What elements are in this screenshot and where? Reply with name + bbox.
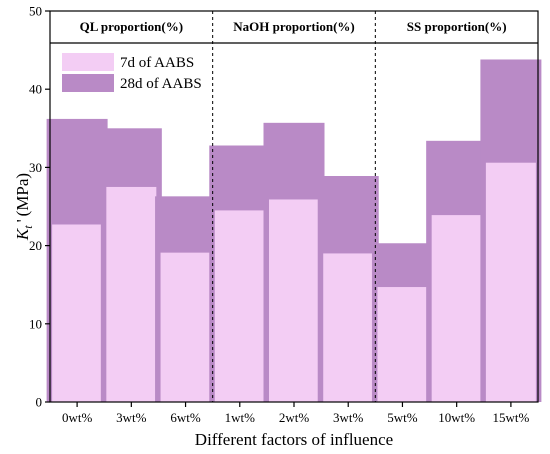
x-tick-label: 0wt% bbox=[62, 410, 93, 425]
x-tick-label: 6wt% bbox=[170, 410, 201, 425]
y-axis: 0 10 20 30 40 50 bbox=[29, 4, 50, 410]
y-axis-title-prime: ' bbox=[13, 219, 32, 222]
y-axis-title-subscript: t bbox=[21, 225, 35, 229]
x-tick-label: 5wt% bbox=[387, 410, 418, 425]
bar-7d bbox=[431, 215, 482, 402]
group-label: NaOH proportion(%) bbox=[233, 19, 354, 34]
bar-7d bbox=[160, 252, 211, 402]
y-tick-label: 30 bbox=[29, 160, 42, 175]
x-tick-label: 10wt% bbox=[438, 410, 475, 425]
x-tick-label: 3wt% bbox=[116, 410, 147, 425]
group-label: QL proportion(%) bbox=[80, 19, 183, 34]
legend-swatch bbox=[62, 53, 114, 71]
bar-7d bbox=[485, 162, 536, 402]
x-tick-label: 1wt% bbox=[225, 410, 256, 425]
x-axis: 0wt% 3wt% 6wt% 1wt% 2wt% 3wt% 5wt% 10wt% 15wt% bbox=[62, 402, 529, 425]
bar-7d bbox=[377, 287, 428, 402]
y-tick-label: 20 bbox=[29, 238, 42, 253]
y-tick-label: 10 bbox=[29, 316, 42, 331]
legend: 7d of AABS 28d of AABS bbox=[62, 53, 202, 92]
x-tick-label: 15wt% bbox=[492, 410, 529, 425]
legend-swatch bbox=[62, 74, 114, 92]
bar-7d bbox=[214, 210, 265, 402]
y-axis-title-main: K bbox=[13, 227, 32, 241]
y-tick-label: 0 bbox=[36, 395, 43, 410]
bars-layer bbox=[46, 59, 542, 403]
bar-7d bbox=[323, 253, 374, 402]
group-dividers bbox=[212, 11, 376, 402]
y-tick-label: 40 bbox=[29, 82, 42, 97]
group-label: SS proportion(%) bbox=[407, 19, 507, 34]
y-tick-label: 50 bbox=[29, 4, 42, 19]
bar-7d bbox=[269, 199, 319, 402]
legend-label: 7d of AABS bbox=[120, 55, 194, 71]
y-axis-title: Kt ' (MPa) bbox=[13, 173, 35, 241]
bar-7d bbox=[52, 224, 103, 402]
x-tick-label: 3wt% bbox=[333, 410, 364, 425]
x-tick-label: 2wt% bbox=[279, 410, 310, 425]
bar-7d bbox=[106, 186, 157, 402]
x-axis-title: Different factors of influence bbox=[195, 430, 393, 449]
group-labels: QL proportion(%) NaOH proportion(%) SS pro… bbox=[80, 19, 507, 34]
legend-label: 28d of AABS bbox=[120, 76, 202, 92]
y-axis-title-unit: (MPa) bbox=[13, 173, 32, 216]
